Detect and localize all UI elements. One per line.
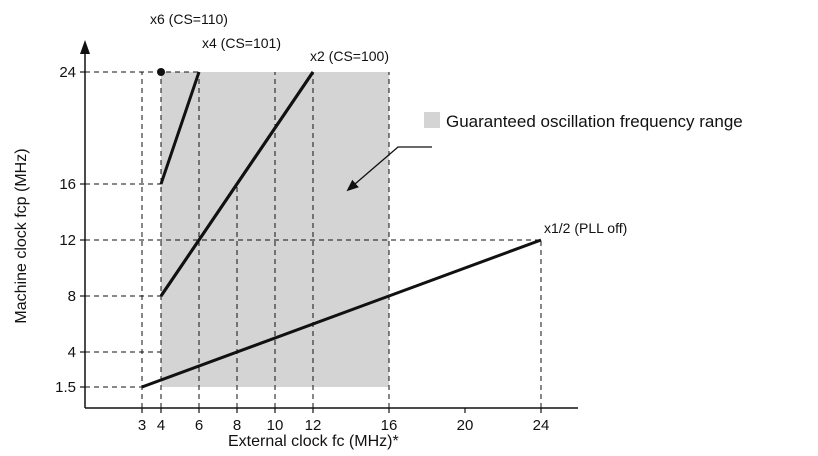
y-tick-label-4: 4 bbox=[68, 344, 76, 361]
x-tick-label-24: 24 bbox=[533, 417, 550, 434]
series-label-x6: x6 (CS=110) bbox=[150, 11, 228, 27]
x-tick-label-3: 3 bbox=[138, 417, 146, 434]
legend-swatch bbox=[424, 112, 440, 128]
legend-label: Guaranteed oscillation frequency range bbox=[446, 112, 743, 131]
x-tick-label-20: 20 bbox=[457, 417, 474, 434]
y-tick-label-12: 12 bbox=[59, 232, 76, 249]
y-axis-title: Machine clock fcp (MHz) bbox=[13, 148, 30, 323]
series-label-x-half: x1/2 (PLL off) bbox=[544, 220, 627, 236]
x-tick-label-6: 6 bbox=[195, 417, 203, 434]
x-axis-title: External clock fc (MHz)* bbox=[228, 433, 399, 450]
legend-leader-arrow bbox=[346, 146, 432, 192]
series-lines bbox=[141, 68, 542, 389]
y-tick-label-16: 16 bbox=[59, 176, 76, 193]
x-tick-label-4: 4 bbox=[157, 417, 165, 434]
y-tick-label-24: 24 bbox=[59, 64, 76, 81]
y-axis-arrowhead bbox=[80, 40, 90, 54]
series-label-x2: x2 (CS=100) bbox=[310, 48, 389, 64]
axes bbox=[80, 40, 578, 413]
series-label-x4: x4 (CS=101) bbox=[202, 35, 281, 51]
x-tick-label-16: 16 bbox=[381, 417, 398, 434]
series-line-x-half bbox=[141, 238, 542, 389]
series-line-x2 bbox=[159, 71, 315, 297]
x-tick-label-12: 12 bbox=[305, 417, 322, 434]
x-tick-label-10: 10 bbox=[267, 417, 284, 434]
y-tick-label-8: 8 bbox=[68, 288, 76, 305]
series-line-x6 bbox=[159, 71, 201, 185]
marker-point bbox=[157, 68, 165, 76]
y-tick-label-1-5: 1.5 bbox=[55, 379, 76, 396]
x-tick-label-8: 8 bbox=[233, 417, 241, 434]
